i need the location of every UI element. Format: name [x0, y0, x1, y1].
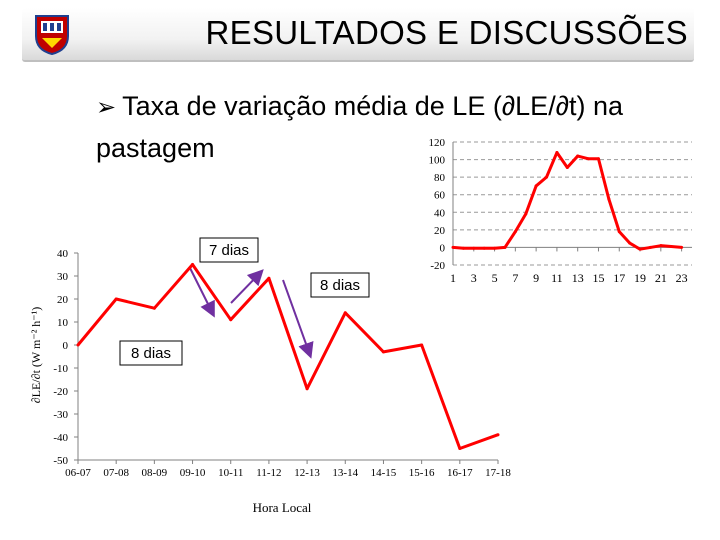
main-data-point	[458, 447, 462, 450]
inset-data-point	[669, 245, 673, 249]
main-y-tick-label: -40	[53, 432, 68, 444]
inset-y-tick-label: 80	[434, 172, 446, 184]
annotation-box	[310, 272, 370, 298]
main-data-point	[114, 297, 118, 301]
inset-data-point	[596, 157, 600, 161]
inset-data-point	[607, 197, 611, 201]
main-series-line	[76, 263, 499, 450]
inset-data-point	[545, 175, 549, 179]
inset-data-point	[659, 244, 663, 248]
trend-arrow-icon	[282, 279, 314, 359]
inset-data-point	[534, 184, 538, 188]
inset-x-tick-label: 5	[492, 271, 498, 285]
main-data-point	[496, 433, 500, 437]
inset-data-point	[638, 247, 642, 251]
main-x-tick-label: 08-09	[142, 467, 168, 479]
inset-data-point	[586, 157, 590, 161]
title-bar	[22, 8, 694, 62]
inset-data-point	[513, 230, 517, 234]
main-x-axis-label: Hora Local	[253, 500, 312, 515]
main-y-tick-label: 20	[57, 294, 69, 306]
main-data-point	[152, 306, 156, 310]
main-data-point	[420, 343, 424, 347]
bullet-text-line1: Taxa de variação média de LE (∂LE/∂t) na	[122, 91, 624, 121]
main-y-tick-label: -10	[53, 363, 68, 375]
main-x-tick-label: 07-08	[103, 467, 129, 479]
inset-x-tick-label: 11	[551, 271, 563, 285]
main-x-tick-label: 13-14	[332, 467, 358, 479]
main-x-tick-label: 09-10	[180, 467, 206, 479]
inset-data-point	[680, 245, 684, 249]
inset-data-point	[461, 246, 465, 250]
inset-y-tick-label: 0	[440, 242, 446, 254]
annotation-label: 7 dias	[209, 242, 249, 259]
main-y-tick-label: 40	[57, 248, 69, 260]
page-title: RESULTADOS E DISCUSSÕES	[205, 14, 688, 51]
main-y-axis-label: ∂LE/∂t (W m⁻² h⁻¹)	[29, 307, 43, 404]
main-x-tick-label: 16-17	[447, 467, 473, 479]
main-y-tick-label: -50	[53, 455, 68, 467]
inset-x-tick-label: 19	[634, 271, 646, 285]
inset-data-point	[451, 245, 455, 249]
arrow-bullet-icon: ➢	[96, 94, 117, 121]
main-y-tick-label: 30	[57, 271, 69, 283]
trend-arrow-icon	[189, 267, 215, 318]
main-x-tick-label: 10-11	[218, 467, 243, 479]
inset-x-tick-label: 9	[533, 271, 539, 285]
main-data-point	[76, 343, 80, 347]
inset-data-point	[555, 151, 559, 155]
inset-data-point	[648, 245, 652, 249]
main-y-tick-label: 10	[57, 317, 69, 329]
inset-x-tick-label: 3	[471, 271, 477, 285]
inset-data-point	[472, 246, 476, 250]
inset-x-tick-label: 13	[572, 271, 584, 285]
main-data-point	[305, 387, 309, 391]
trend-arrow-icon	[230, 269, 264, 304]
main-y-tick-label: 0	[63, 340, 69, 352]
inset-x-tick-label: 15	[592, 271, 604, 285]
inset-data-point	[576, 154, 580, 158]
bullet-text: ➢ Taxa de variação média de LE (∂LE/∂t) n…	[96, 86, 696, 168]
main-y-tick-label: -30	[53, 409, 68, 421]
main-x-tick-label: 11-12	[256, 467, 281, 479]
inset-y-tick-label: 60	[434, 190, 446, 202]
inset-x-tick-label: 23	[676, 271, 688, 285]
main-data-point	[343, 311, 347, 315]
inset-x-tick-label: 1	[450, 271, 456, 285]
inset-y-tick-label: -20	[430, 260, 445, 272]
bullet-text-line2: pastagem	[96, 133, 215, 163]
inset-y-tick-label: 120	[429, 137, 446, 149]
annotation-label: 8 dias	[131, 345, 171, 362]
university-crest-icon	[35, 15, 69, 56]
inset-data-point	[524, 212, 528, 216]
main-y-tick-label: -20	[53, 386, 68, 398]
main-data-point	[267, 276, 271, 280]
inset-data-point	[493, 246, 497, 250]
inset-y-tick-label: 20	[434, 225, 446, 237]
inset-data-point	[503, 245, 507, 249]
inset-data-point	[628, 241, 632, 245]
annotation-box	[119, 340, 183, 366]
main-x-tick-label: 12-13	[294, 467, 320, 479]
inset-data-point	[565, 165, 569, 169]
main-data-point	[229, 318, 233, 322]
inset-y-tick-label: 40	[434, 207, 446, 219]
main-data-point	[191, 263, 195, 266]
main-x-tick-label: 17-18	[485, 467, 511, 479]
annotation-label: 8 dias	[320, 277, 360, 294]
main-data-point	[381, 350, 385, 354]
inset-y-tick-label: 100	[429, 155, 446, 167]
inset-x-tick-label: 7	[512, 271, 518, 285]
inset-data-point	[482, 246, 486, 250]
inset-x-tick-label: 17	[613, 271, 625, 285]
inset-data-point	[617, 230, 621, 234]
main-x-tick-label: 15-16	[409, 467, 435, 479]
main-x-tick-label: 06-07	[65, 467, 91, 479]
inset-x-tick-label: 21	[655, 271, 667, 285]
main-x-tick-label: 14-15	[371, 467, 397, 479]
annotation-box	[199, 237, 259, 263]
